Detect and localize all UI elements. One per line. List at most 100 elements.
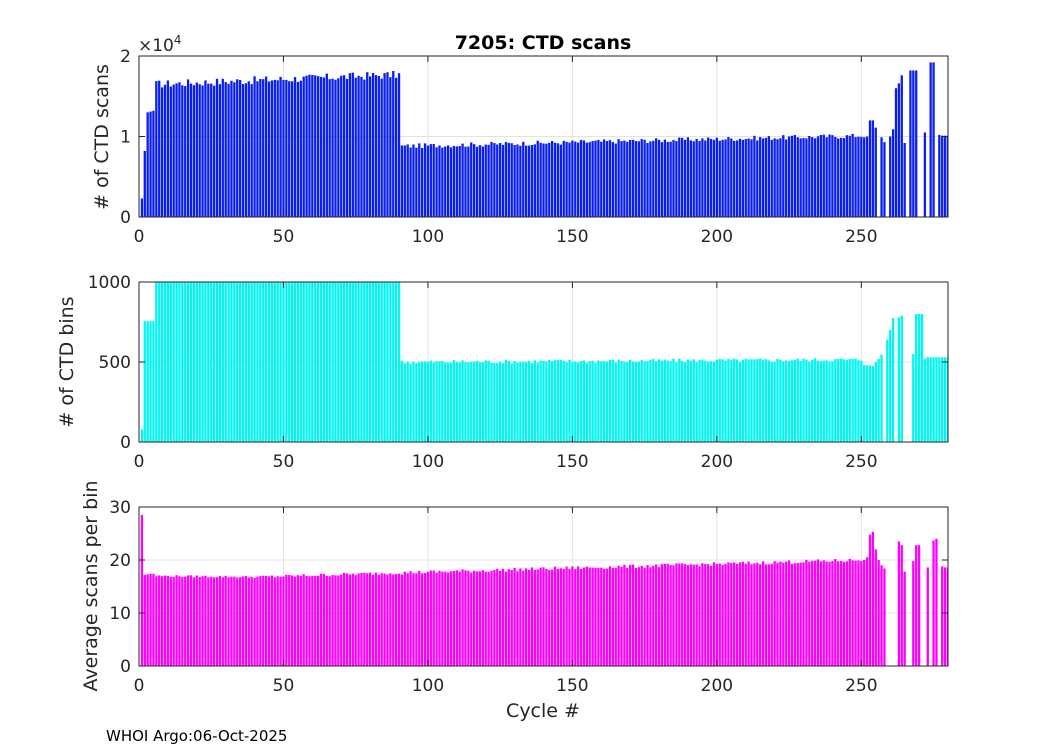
bins-panel: 0 50 100 150 200 250 0 500 1000 # of CTD bins (56, 273, 949, 472)
bins-bar (288, 282, 291, 442)
average-bar (366, 573, 369, 666)
average-bar (397, 573, 401, 666)
scans-bar (189, 83, 193, 217)
average-bar (785, 561, 788, 666)
average-bar (345, 573, 349, 666)
scans-bar (522, 141, 525, 217)
bins-bar (256, 282, 259, 442)
scans-bar (400, 145, 404, 217)
scans-bar (288, 81, 291, 217)
bins-bar (201, 282, 204, 442)
scans-bar (458, 146, 461, 217)
average-bar (854, 560, 857, 666)
scans-bar (501, 144, 505, 217)
bins-bar (686, 359, 690, 442)
average-bar (507, 569, 510, 666)
bins-bar (386, 282, 389, 442)
average-bar (551, 569, 554, 666)
bins-bar (247, 282, 250, 442)
average-bar (455, 570, 458, 666)
scans-bar (793, 134, 797, 217)
scans-bar (374, 75, 378, 217)
bins-bar (377, 282, 380, 442)
scans-bar (158, 80, 161, 218)
scans-bar (623, 140, 626, 217)
bins-bar (499, 361, 502, 442)
average-bar (201, 576, 204, 666)
average-bar (842, 561, 846, 666)
bins-bar (337, 282, 340, 442)
bins-bar (582, 360, 586, 442)
bins-bar (290, 282, 294, 442)
average-bar (186, 575, 190, 666)
bins-bar (207, 282, 210, 442)
scans-bar (938, 134, 941, 217)
average-bar (458, 571, 461, 666)
bins-bar (871, 366, 875, 442)
scans-bar (767, 136, 771, 217)
bins-y-axis-label: # of CTD bins (56, 296, 78, 427)
bins-bar (568, 359, 571, 442)
average-bar (285, 574, 288, 666)
bins-bar (218, 282, 222, 442)
average-bar (282, 576, 285, 666)
bins-bar (351, 282, 354, 442)
bins-bar (935, 357, 938, 442)
average-bar (750, 564, 753, 666)
scans-bar (296, 81, 300, 217)
average-bar (839, 561, 843, 666)
bins-bar (146, 321, 149, 442)
average-bar (420, 573, 424, 666)
x-tick-label: 200 (701, 227, 733, 247)
bins-bar (681, 360, 684, 442)
bins-bar (897, 317, 901, 442)
average-bar (603, 568, 606, 666)
bins-bar (394, 282, 398, 442)
average-bar (831, 561, 834, 666)
scans-bar (574, 141, 577, 217)
scans-bar (146, 112, 149, 217)
scans-bar (825, 137, 828, 217)
average-bar (637, 567, 640, 666)
average-bar (230, 576, 233, 666)
average-bar (741, 561, 745, 666)
average-bar (594, 567, 597, 666)
bins-bar (435, 361, 438, 442)
average-bar (652, 565, 655, 666)
scans-bar (565, 141, 568, 217)
average-bar (678, 563, 681, 666)
average-bar (296, 575, 300, 666)
average-bar (917, 545, 921, 666)
scans-bar (368, 76, 372, 217)
scans-bar (420, 147, 424, 217)
bins-bar (851, 358, 854, 442)
average-bar (718, 563, 721, 666)
bins-bar (683, 362, 687, 442)
average-bar (447, 572, 450, 666)
average-bar (943, 567, 947, 666)
average-bar (435, 572, 438, 666)
scans-bar (695, 138, 698, 217)
scans-bar (808, 136, 811, 217)
bins-bar (802, 358, 805, 442)
bins-bar (678, 358, 681, 442)
scans-bar (912, 70, 915, 218)
x-tick-label: 150 (556, 676, 588, 696)
scans-bar (779, 138, 782, 217)
average-bar (707, 564, 710, 666)
scans-bar (236, 79, 239, 218)
scans-bar (452, 145, 456, 217)
bins-bar (319, 282, 323, 442)
y-tick-label: 20 (109, 551, 131, 571)
bins-bar (548, 359, 551, 442)
average-bar (666, 563, 669, 666)
average-bar (724, 563, 727, 666)
bins-bar (204, 282, 207, 442)
average-bar (799, 562, 802, 666)
bins-bar (813, 358, 817, 442)
average-bar (883, 568, 886, 666)
average-bar (475, 571, 479, 666)
bins-bar (718, 358, 721, 442)
bins-bar (600, 361, 603, 442)
scans-bar (487, 144, 490, 217)
